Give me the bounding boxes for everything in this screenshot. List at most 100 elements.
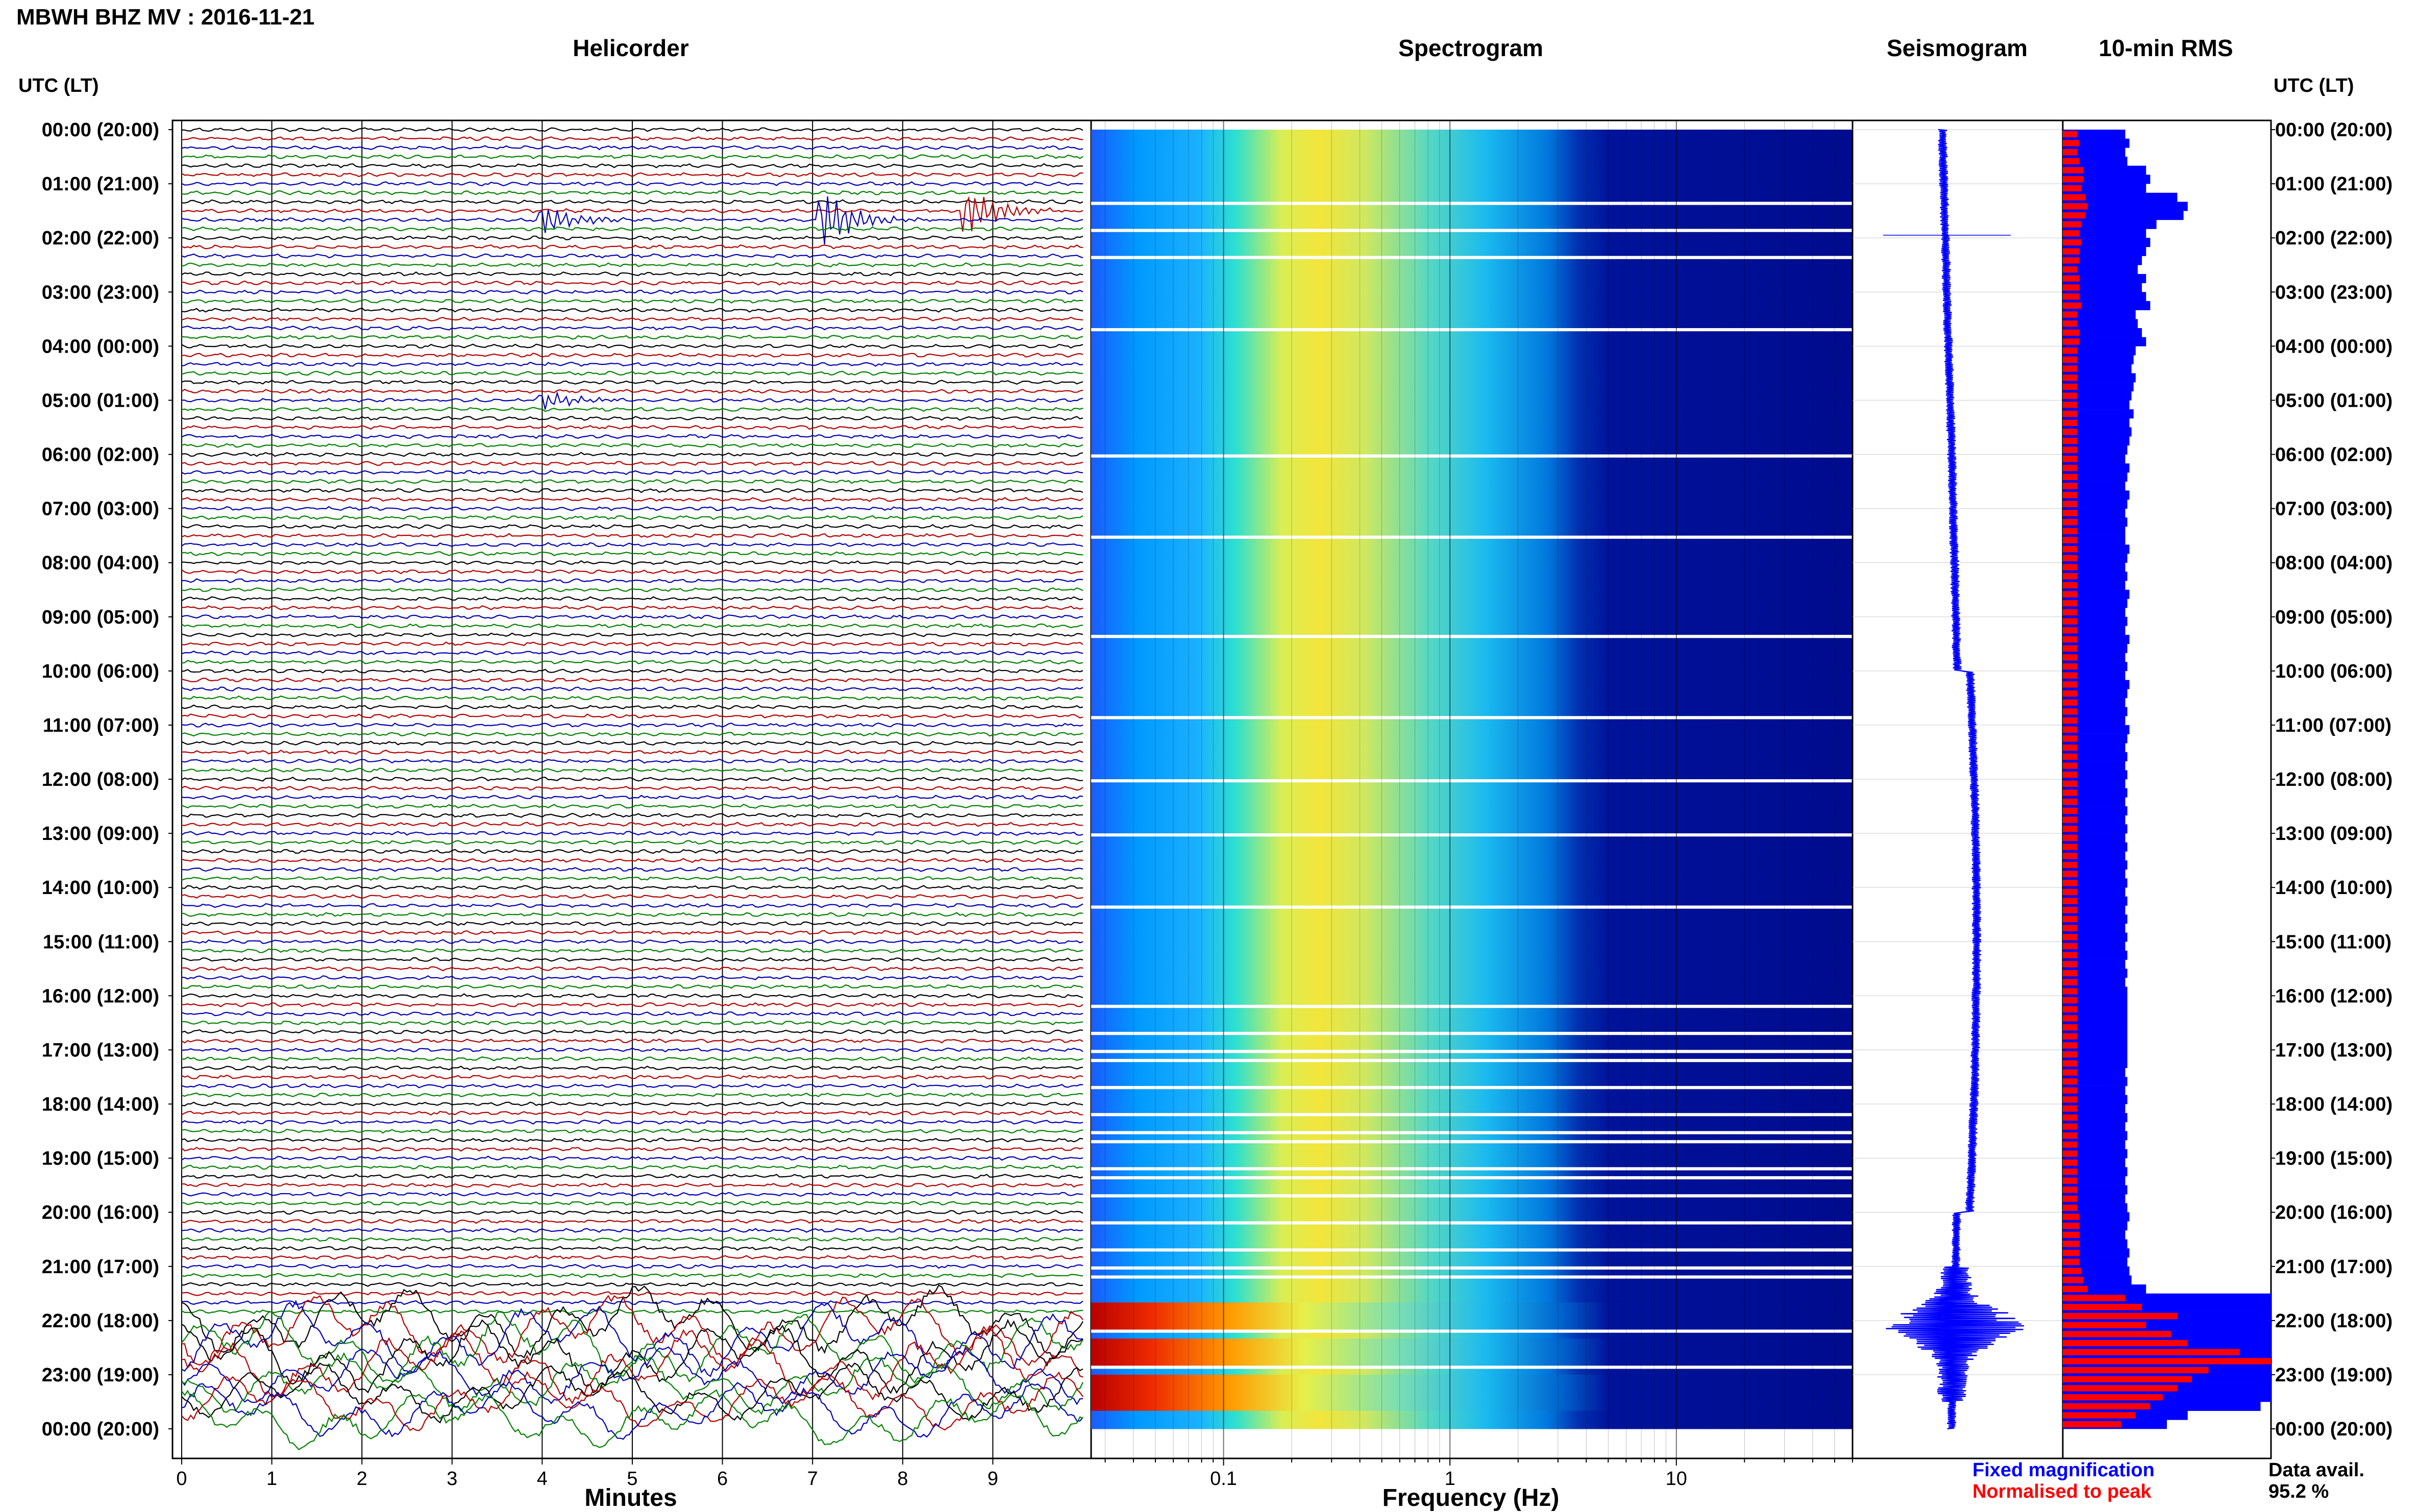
- spectrogram-row: [1091, 1401, 1853, 1411]
- rms-bar-fixed: [2063, 914, 2128, 924]
- helicorder-trace: [181, 388, 1083, 394]
- spectrogram-row: [1091, 860, 1853, 870]
- helicorder-trace: [181, 127, 1083, 132]
- rms-bar-fixed: [2063, 192, 2178, 202]
- rms-bar-normalised: [2063, 708, 2078, 715]
- spectrogram-row: [1091, 246, 1853, 257]
- spectrogram-gap: [1091, 229, 1853, 232]
- rms-bar-normalised: [2063, 320, 2078, 327]
- rms-bar-normalised: [2063, 1385, 2178, 1392]
- rms-bar-fixed: [2063, 1013, 2128, 1023]
- rms-bar-fixed: [2063, 824, 2128, 834]
- spectrogram-row: [1091, 259, 1853, 265]
- spectrogram-row: [1091, 364, 1853, 374]
- rms-bar-normalised: [2063, 456, 2078, 462]
- spectrogram-row: [1091, 184, 1853, 193]
- helicorder-trace: [181, 415, 1083, 421]
- spectrogram-row: [1091, 157, 1853, 166]
- spectrogram-row: [1091, 1339, 1853, 1348]
- spectrogram-row: [1091, 310, 1853, 319]
- rms-bar-fixed: [2063, 1077, 2128, 1086]
- rms-bar-normalised: [2063, 609, 2078, 616]
- rms-bar-normalised: [2063, 600, 2078, 607]
- rms-bar-normalised: [2063, 1331, 2171, 1337]
- rms-bar-normalised: [2063, 1403, 2151, 1409]
- helicorder-trace: [181, 1228, 1083, 1233]
- helicorder-trace: [181, 812, 1083, 818]
- rms-bar-fixed: [2063, 698, 2126, 707]
- helicorder-trace: [181, 1065, 1083, 1071]
- rms-bar-normalised: [2063, 185, 2082, 192]
- helicorder-trace: [181, 479, 1083, 484]
- rms-bar-normalised: [2063, 1358, 2271, 1365]
- time-label-right: 21:00 (17:00): [2275, 1256, 2392, 1278]
- helicorder-trace: [181, 262, 1083, 268]
- rms-bar-normalised: [2063, 726, 2078, 733]
- helicorder-trace: [181, 1092, 1083, 1098]
- rms-bar-normalised: [2063, 1186, 2078, 1193]
- rms-bar-normalised: [2063, 645, 2078, 652]
- helicorder-trace: [181, 1128, 1083, 1134]
- rms-bar-normalised: [2063, 672, 2078, 679]
- helicorder-trace: [181, 172, 1083, 178]
- helicorder-trace: [181, 650, 1083, 656]
- rms-bar-fixed: [2063, 770, 2128, 780]
- rms-bar-fixed: [2063, 490, 2130, 500]
- spectrogram-row: [1091, 1212, 1853, 1222]
- time-label-left: 09:00 (05:00): [42, 607, 159, 628]
- spectrogram-row: [1091, 400, 1853, 410]
- spectrogram-row: [1091, 1311, 1853, 1321]
- helicorder-trace: [181, 542, 1083, 548]
- spectrogram-gap: [1091, 328, 1853, 332]
- rms-bar-fixed: [2063, 941, 2126, 951]
- helicorder-trace: [181, 1029, 1083, 1035]
- spectrogram-row: [1091, 526, 1853, 536]
- helicorder-trace: [181, 196, 1083, 232]
- helicorder-trace: [181, 244, 1083, 250]
- helicorder-tick-label: 6: [717, 1468, 728, 1490]
- spectrogram-row: [1091, 761, 1853, 771]
- rms-bar-normalised: [2063, 1231, 2080, 1238]
- spectrogram-row: [1091, 382, 1853, 392]
- spectrogram-row: [1091, 941, 1853, 951]
- rms-bar-fixed: [2063, 147, 2126, 157]
- rms-bar-normalised: [2063, 1042, 2078, 1049]
- rms-bar-fixed: [2063, 1023, 2128, 1032]
- rms-bar-normalised: [2063, 925, 2078, 931]
- spectrogram-row: [1091, 824, 1853, 834]
- spectrogram-row: [1091, 463, 1853, 473]
- rms-bar-normalised: [2063, 203, 2088, 210]
- rms-bar-normalised: [2063, 780, 2078, 787]
- spectrogram-gap: [1091, 716, 1853, 720]
- spectrogram-row: [1091, 671, 1853, 681]
- rms-bar-fixed: [2063, 1149, 2128, 1158]
- rms-bar-normalised: [2063, 1241, 2080, 1247]
- spectrogram-row: [1091, 265, 1853, 275]
- rms-bar-normalised: [2063, 1285, 2088, 1293]
- helicorder-trace: [181, 434, 1083, 439]
- rms-bar-fixed: [2063, 761, 2126, 771]
- helicorder-trace: [181, 1038, 1083, 1044]
- time-label-right: 17:00 (13:00): [2275, 1039, 2392, 1061]
- rms-bar-fixed: [2063, 256, 2142, 265]
- spectrogram-row: [1091, 969, 1853, 978]
- rms-bar-normalised: [2063, 934, 2078, 940]
- rms-bar-normalised: [2063, 1033, 2078, 1040]
- spectrogram-row: [1091, 211, 1853, 220]
- rms-bar-fixed: [2063, 1176, 2126, 1185]
- time-label-right: 11:00 (07:00): [2275, 715, 2391, 736]
- spectrogram-row: [1091, 346, 1853, 356]
- helicorder-trace: [181, 641, 1083, 647]
- rms-bar-fixed: [2063, 130, 2126, 139]
- helicorder-panel: [171, 119, 1092, 1459]
- rms-bar-normalised: [2063, 844, 2078, 850]
- spectrogram-row: [1091, 490, 1853, 500]
- rms-bar-fixed: [2063, 797, 2126, 807]
- rms-bar-normalised: [2063, 437, 2078, 444]
- time-label-left: 07:00 (03:00): [42, 499, 159, 520]
- time-label-right: 23:00 (19:00): [2275, 1365, 2392, 1386]
- spectrogram-row: [1091, 355, 1853, 365]
- spectrogram-row: [1091, 782, 1853, 789]
- rms-bar-fixed: [2063, 445, 2128, 455]
